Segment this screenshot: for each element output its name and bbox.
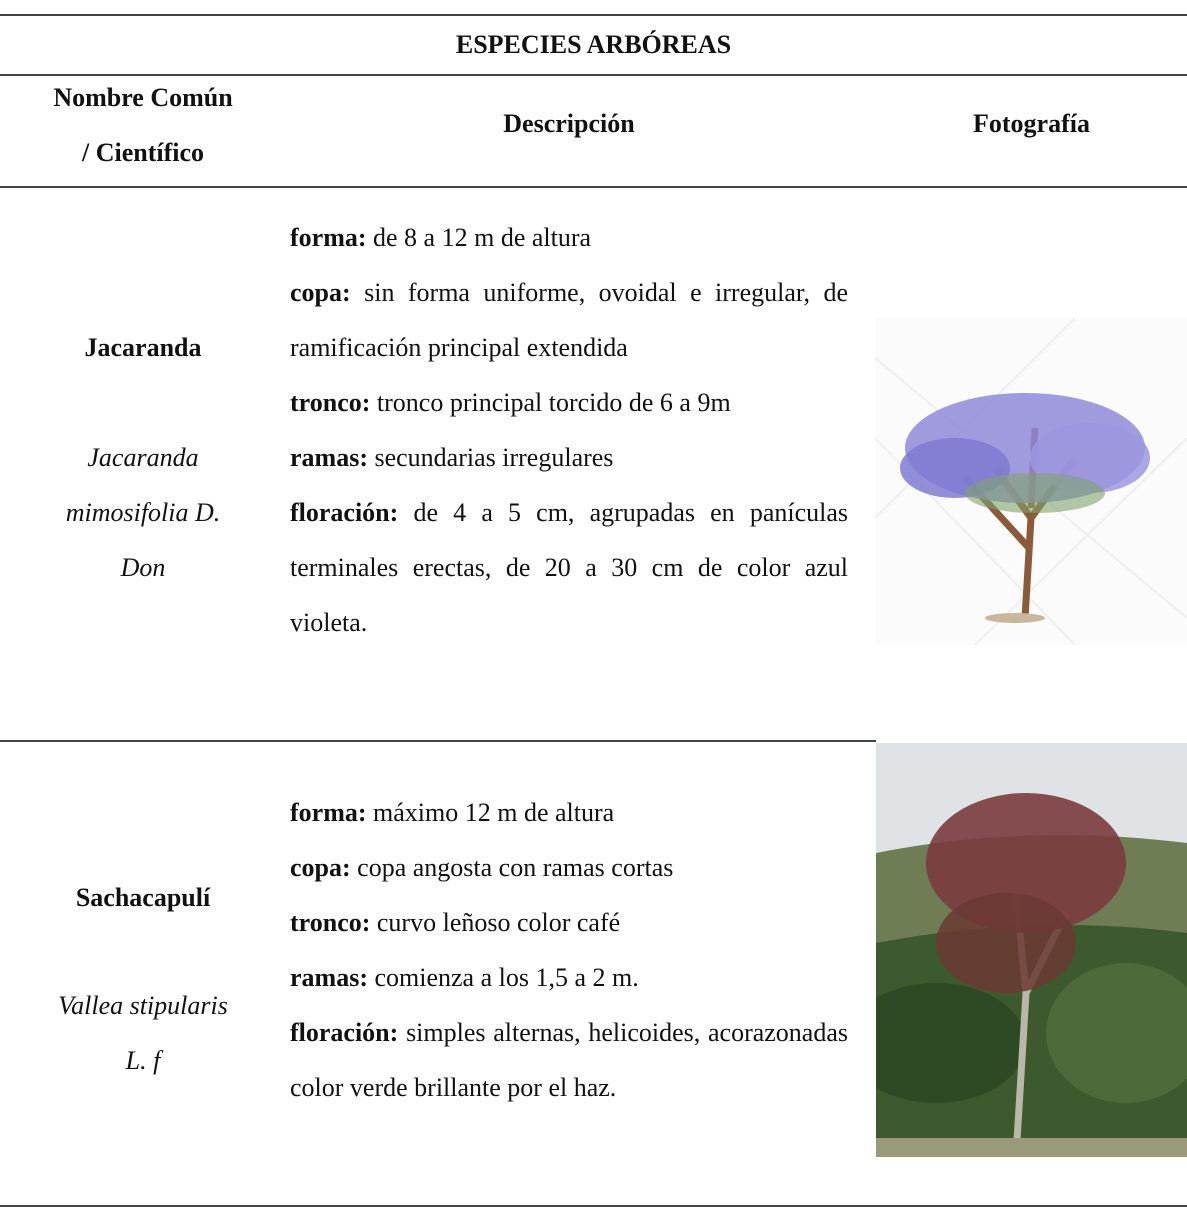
ground: [985, 613, 1045, 623]
photo-jacaranda: [875, 318, 1187, 645]
description-item: forma: máximo 12 m de altura: [290, 785, 848, 840]
foliage: [965, 473, 1105, 513]
scientific-name: L. f: [125, 1046, 161, 1075]
common-name: Sachacapulí: [75, 883, 211, 912]
description-item: floración: simples alternas, helicoides,…: [290, 1005, 848, 1115]
description-label: tronco:: [290, 908, 371, 937]
header-photo: Fotografía: [973, 109, 1090, 138]
description-text: curvo leñoso color café: [376, 908, 621, 937]
scientific-name: Jacaranda: [87, 443, 199, 472]
description-item: tronco: curvo leñoso color café: [290, 895, 848, 950]
header-description: Descripción: [503, 109, 635, 138]
photo-sachacapuli: [876, 743, 1187, 1157]
name-cell: Jacaranda Jacaranda mimosifolia D. Don: [20, 320, 266, 595]
description-label: copa:: [290, 278, 351, 307]
description-text: sin forma uniforme, ovoidal e irregular,…: [290, 278, 848, 362]
spacer: [20, 925, 266, 978]
ground: [876, 1138, 1187, 1157]
description-text: comienza a los 1,5 a 2 m.: [374, 963, 639, 992]
description-item: copa: copa angosta con ramas cortas: [290, 840, 848, 895]
bush: [1046, 963, 1187, 1103]
description-text: simples alternas, helicoides, acorazonad…: [290, 1018, 849, 1102]
scientific-name: Vallea stipularis: [58, 991, 228, 1020]
rule: [0, 14, 1187, 16]
description-label: ramas:: [290, 963, 368, 992]
description-label: floración:: [290, 498, 399, 527]
description-text: de 8 a 12 m de altura: [373, 223, 592, 252]
description-text: de 4 a 5 cm, agrupadas en panículas term…: [290, 498, 849, 637]
description-label: ramas:: [290, 443, 368, 472]
description-text: máximo 12 m de altura: [373, 798, 615, 827]
description-item: floración: de 4 a 5 cm, agrupadas en pan…: [290, 485, 848, 650]
description-item: ramas: comienza a los 1,5 a 2 m.: [290, 950, 848, 1005]
rule: [0, 1205, 1187, 1207]
description-item: forma: de 8 a 12 m de altura: [290, 210, 848, 265]
description-label: forma:: [290, 798, 367, 827]
header-name: Nombre Común / Científico: [20, 70, 266, 180]
bush: [876, 983, 1026, 1103]
description: forma: máximo 12 m de altura copa: copa a…: [290, 785, 848, 1115]
description-item: tronco: tronco principal torcido de 6 a …: [290, 375, 848, 430]
scientific-name: mimosifolia D.: [65, 498, 221, 527]
rule: [0, 74, 1187, 76]
canopy: [936, 893, 1076, 993]
header-line: / Científico: [81, 138, 205, 167]
description-text: copa angosta con ramas cortas: [357, 853, 674, 882]
rule: [0, 740, 876, 742]
scientific-name: Don: [120, 553, 166, 582]
description-label: copa:: [290, 853, 351, 882]
description-text: tronco principal torcido de 6 a 9m: [376, 388, 731, 417]
spacer: [20, 375, 266, 430]
description-label: tronco:: [290, 388, 371, 417]
description-label: floración:: [290, 1018, 399, 1047]
description-text: secundarias irregulares: [374, 443, 614, 472]
name-cell: Sachacapulí Vallea stipularis L. f: [20, 870, 266, 1088]
table-title: ESPECIES ARBÓREAS: [455, 30, 732, 59]
description-label: forma:: [290, 223, 367, 252]
header-line: Nombre Común: [53, 83, 233, 112]
description: forma: de 8 a 12 m de altura copa: sin fo…: [290, 210, 848, 650]
description-item: ramas: secundarias irregulares: [290, 430, 848, 485]
common-name: Jacaranda: [84, 333, 202, 362]
rule: [0, 186, 1187, 188]
description-item: copa: sin forma uniforme, ovoidal e irre…: [290, 265, 848, 375]
